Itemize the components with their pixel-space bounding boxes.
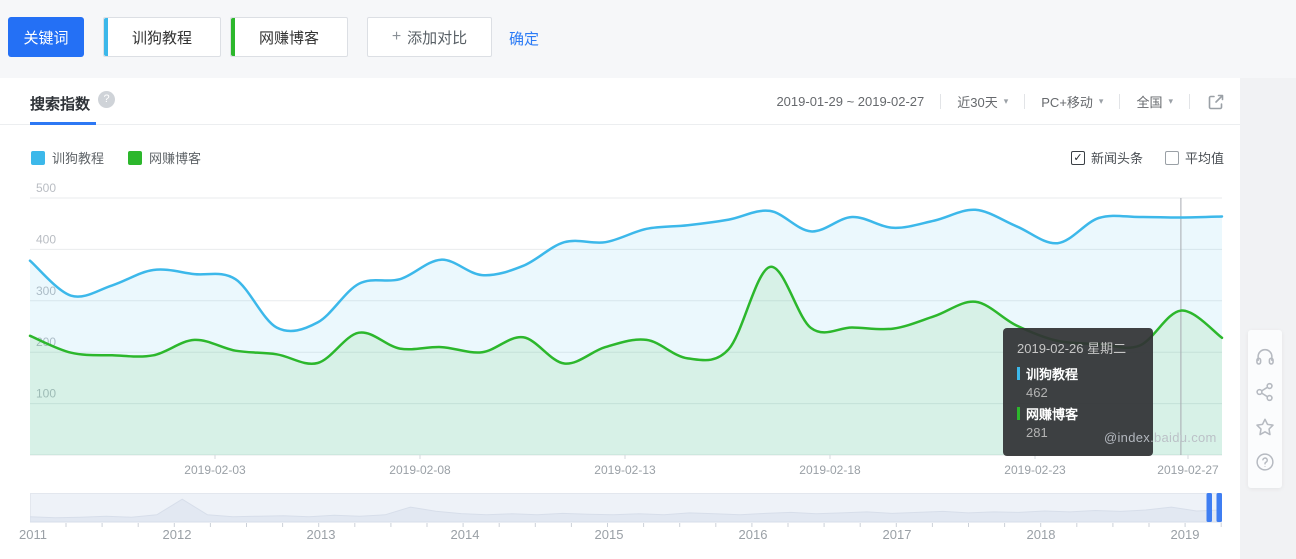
add-compare-button[interactable]: + 添加对比 (367, 17, 492, 57)
legend-label: 网赚博客 (149, 151, 202, 166)
tooltip-items: 训狗教程 462 网赚博客 281 (1017, 364, 1153, 440)
legend-swatch (31, 150, 45, 165)
divider (1119, 94, 1121, 109)
filter-全国[interactable]: 全国 ▾ (1120, 92, 1189, 111)
timeline-year-label: 2012 (162, 527, 192, 542)
legend-item[interactable]: 网赚博客 (128, 148, 201, 167)
add-compare-label: 添加对比 (407, 29, 468, 47)
keyword-tags: 训狗教程 网赚博客 (103, 17, 348, 57)
help-icon[interactable]: ? (98, 91, 115, 108)
help-icon[interactable] (1254, 451, 1276, 473)
filter-近30天[interactable]: 近30天 ▾ (941, 92, 1024, 111)
toggle-group: ✓ 新闻头条 平均值 (1070, 148, 1224, 167)
checkbox-icon[interactable] (1164, 150, 1179, 165)
divider (1189, 94, 1190, 109)
watermark: @index.baidu.com (1104, 430, 1217, 445)
tooltip-series-value: 281 (1026, 425, 1048, 440)
timeline-year-label: 2019 (1170, 527, 1200, 542)
tooltip-color-bar (1017, 367, 1020, 380)
keyword-tag[interactable]: 训狗教程 (103, 17, 221, 57)
confirm-link[interactable]: 确定 (509, 31, 540, 48)
checkbox-icon[interactable]: ✓ (1070, 150, 1085, 165)
tooltip: 2019-02-26 星期二 训狗教程 462 网赚博客 281 (1003, 328, 1153, 456)
tooltip-series-row: 训狗教程 (1017, 364, 1153, 383)
chevron-down-icon: ▾ (1098, 96, 1104, 106)
keyword-color-bar (104, 18, 108, 56)
keyword-tag-label: 训狗教程 (131, 29, 192, 47)
legend: 训狗教程 网赚博客 (31, 148, 201, 167)
svg-text:2019-02-27: 2019-02-27 (1157, 463, 1219, 477)
svg-text:2019-02-03: 2019-02-03 (184, 463, 246, 477)
star-icon[interactable] (1254, 416, 1276, 438)
keyword-tag[interactable]: 网赚博客 (230, 17, 348, 57)
keyword-color-bar (231, 18, 235, 56)
svg-text:2019-02-18: 2019-02-18 (799, 463, 861, 477)
checkbox-新闻头条[interactable]: ✓ 新闻头条 (1070, 148, 1143, 167)
legend-item[interactable]: 训狗教程 (31, 148, 104, 167)
timeline-year-label: 2014 (450, 527, 480, 542)
filter-label: 全国 (1136, 95, 1163, 110)
divider (1024, 94, 1026, 109)
checkbox-label: 新闻头条 (1090, 151, 1143, 166)
headset-icon[interactable] (1254, 346, 1276, 368)
timeline-year-label: 2017 (882, 527, 912, 542)
panel-header: 搜索指数 ? 2019-01-29 ~ 2019-02-27 近30天 ▾ PC+移… (0, 78, 1240, 125)
legend-label: 训狗教程 (52, 151, 105, 166)
timeline-slider[interactable] (30, 493, 1222, 529)
timeline-year-label: 2013 (306, 527, 336, 542)
legend-row: 训狗教程 网赚博客 ✓ 新闻头条 平均值 (0, 146, 1240, 168)
filter-items: 近30天 ▾ PC+移动 ▾ 全国 ▾ (940, 92, 1189, 111)
chevron-down-icon: ▾ (1168, 96, 1173, 106)
topbar: 关键词 训狗教程 网赚博客 + 添加对比 确定 (0, 0, 1296, 78)
tooltip-color-bar (1017, 407, 1020, 420)
svg-text:400: 400 (36, 232, 56, 246)
filter-PC+移动[interactable]: PC+移动 ▾ (1025, 92, 1119, 111)
tab-active-underline (30, 122, 96, 125)
filter-label: PC+移动 (1041, 95, 1093, 110)
timeline-year-label: 2015 (594, 527, 624, 542)
search-index-panel: 搜索指数 ? 2019-01-29 ~ 2019-02-27 近30天 ▾ PC+移… (0, 78, 1240, 559)
keyword-tag-label: 网赚博客 (258, 29, 319, 47)
date-range[interactable]: 2019-01-29 ~ 2019-02-27 (776, 94, 925, 109)
timeline-year-label: 2011 (19, 527, 47, 542)
tab-search-index[interactable]: 搜索指数 (30, 96, 91, 113)
tooltip-date: 2019-02-26 星期二 (1017, 341, 1127, 356)
timeline-year-label: 2016 (738, 527, 768, 542)
slider-handles[interactable] (1206, 493, 1223, 522)
share-icon[interactable] (1254, 381, 1276, 403)
keyword-button[interactable]: 关键词 (8, 17, 84, 57)
filter-row: 2019-01-29 ~ 2019-02-27 近30天 ▾ PC+移动 ▾ 全国 ▾ (776, 78, 1226, 125)
floating-toolbar (1248, 330, 1282, 488)
svg-text:300: 300 (36, 284, 56, 298)
svg-text:2019-02-08: 2019-02-08 (389, 463, 451, 477)
chevron-down-icon: ▾ (1003, 96, 1009, 106)
tooltip-series-name: 训狗教程 (1026, 367, 1079, 382)
tooltip-series-row: 网赚博客 (1017, 404, 1153, 423)
svg-text:2019-02-23: 2019-02-23 (1004, 463, 1066, 477)
export-icon[interactable] (1190, 92, 1226, 112)
timeline-years: 2011 2012 2013 2014 2015 2016 2017 2018 2019 (0, 527, 1240, 545)
legend-swatch (128, 150, 143, 165)
checkbox-label: 平均值 (1184, 151, 1224, 166)
timeline-year-label: 2018 (1026, 527, 1056, 542)
svg-text:100: 100 (36, 387, 56, 401)
svg-text:500: 500 (36, 181, 56, 195)
tooltip-series-name: 网赚博客 (1026, 407, 1079, 422)
tooltip-series-value: 462 (1026, 385, 1048, 400)
checkbox-平均值[interactable]: 平均值 (1164, 148, 1224, 167)
divider (940, 94, 942, 109)
plus-icon: + (391, 28, 402, 45)
svg-text:2019-02-13: 2019-02-13 (594, 463, 656, 477)
filter-label: 近30天 (957, 95, 998, 110)
